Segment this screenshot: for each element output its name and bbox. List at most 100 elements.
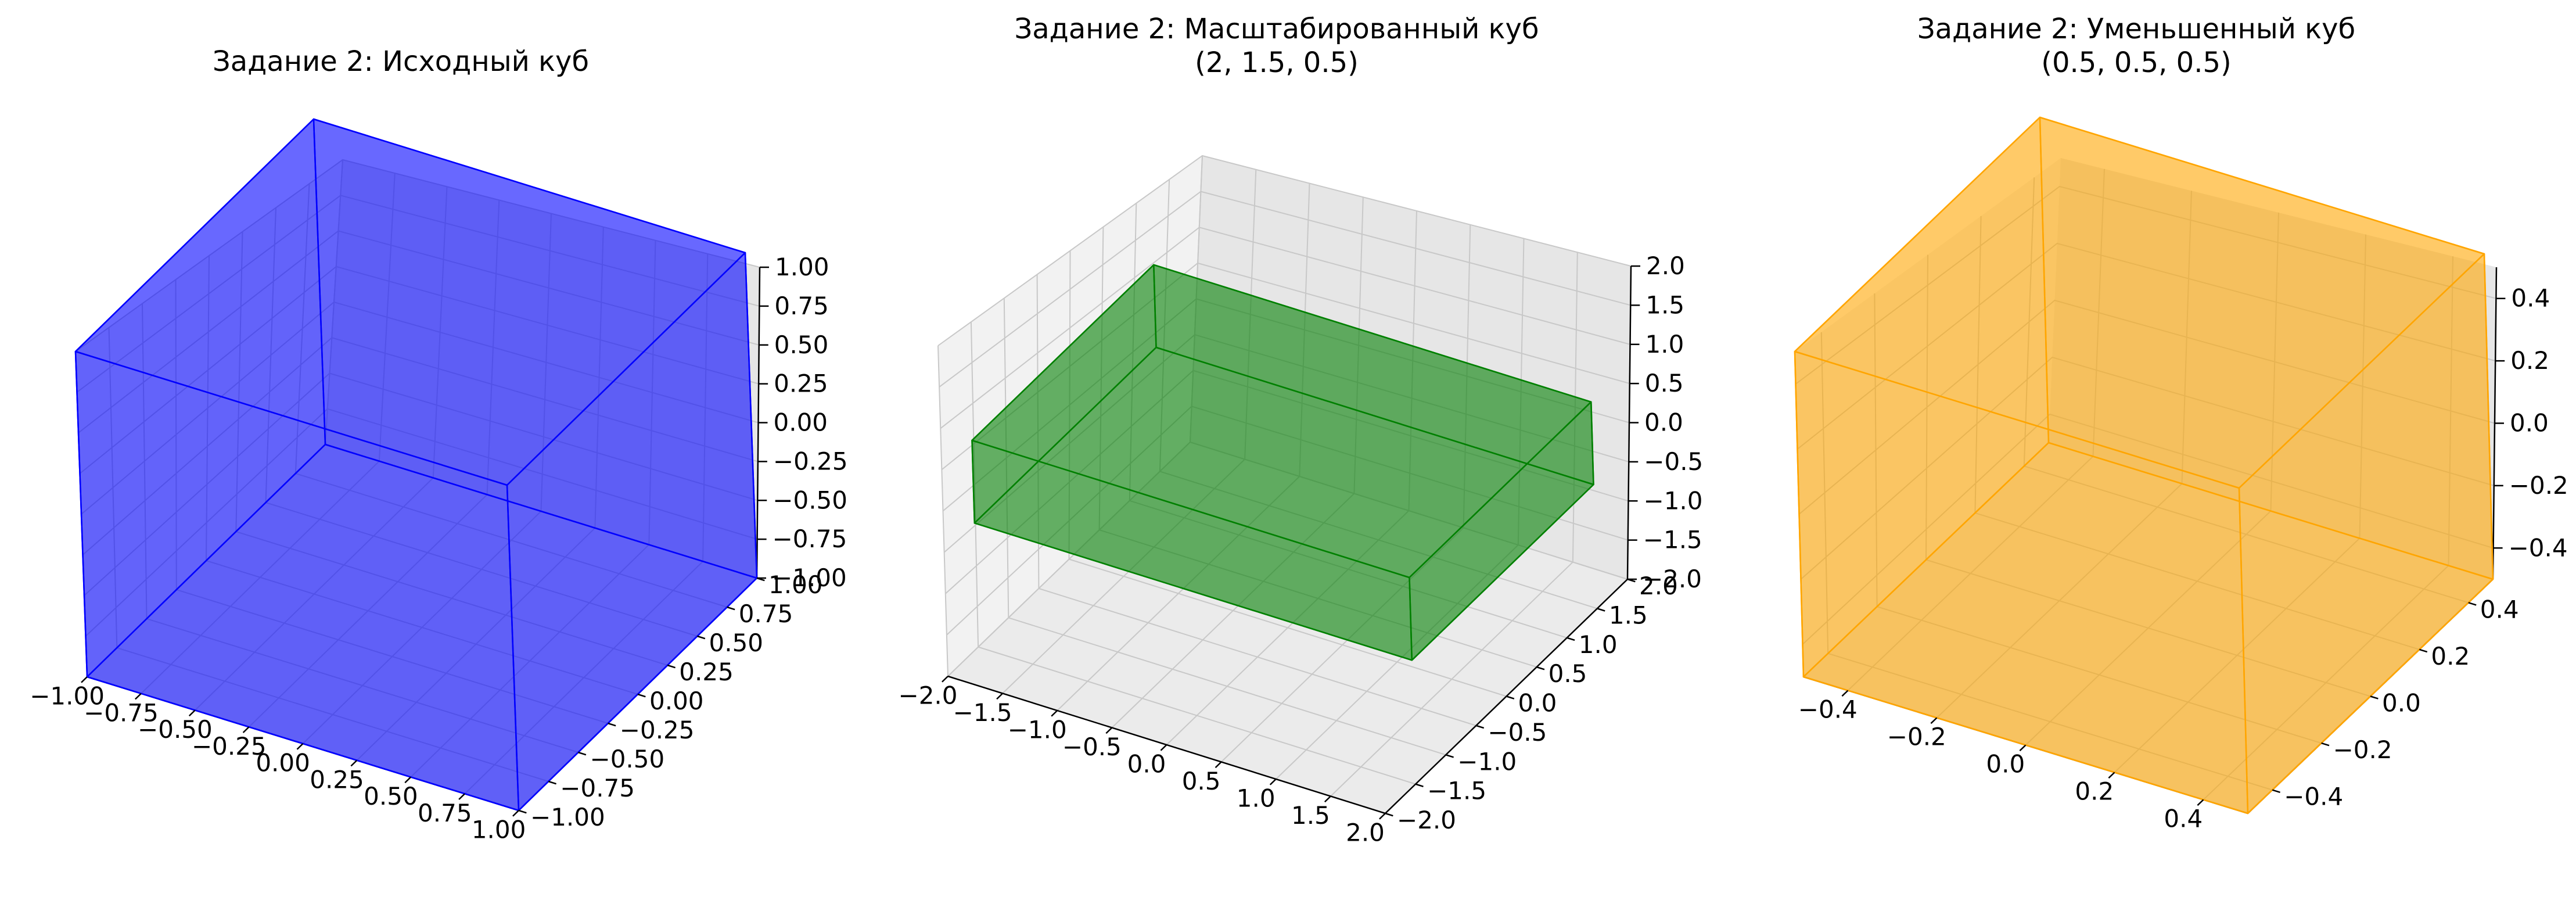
x-tick-label: 1.0: [1237, 784, 1276, 812]
y-tick-label: 0.2: [2431, 642, 2470, 670]
gridline-y: [1036, 274, 1476, 726]
z-tick-label: 0.50: [774, 331, 829, 359]
x-tick-mark: [134, 693, 142, 700]
x-tick-mark: [188, 709, 196, 717]
y-tick-mark: [2468, 602, 2477, 606]
x-tick-label: −0.2: [1887, 723, 1946, 751]
y-tick-label: −0.2: [2333, 736, 2392, 764]
panel-subtitle: (2, 1.5, 0.5): [1195, 46, 1359, 79]
x-tick-label: 0.5: [1182, 767, 1221, 795]
x-tick-mark: [1379, 813, 1386, 820]
x-tick-label: −1.00: [30, 682, 105, 711]
y-tick-mark: [1597, 608, 1605, 612]
y-tick-label: 0.25: [679, 658, 734, 686]
y-tick-label: −1.5: [1427, 777, 1486, 805]
y-tick-label: −2.0: [1397, 806, 1456, 834]
y-tick-mark: [1567, 637, 1575, 641]
y-tick-label: 0.0: [1518, 689, 1557, 718]
gridline-y: [1159, 179, 1598, 609]
y-tick-label: 1.5: [1609, 601, 1648, 629]
z-tick-label: 0.00: [774, 408, 828, 437]
y-tick-label: 0.50: [709, 629, 764, 657]
z-tick-label: −0.5: [1644, 447, 1703, 476]
y-tick-label: −0.75: [560, 774, 635, 802]
x-tick-mark: [2197, 799, 2204, 806]
z-tick-label: −0.4: [2509, 533, 2568, 562]
x-tick-mark: [942, 676, 949, 683]
y-tick-label: 1.0: [1579, 630, 1618, 659]
z-tick-label: 0.0: [2510, 409, 2549, 437]
z-tick-label: 0.75: [774, 292, 829, 320]
x-tick-mark: [296, 743, 304, 750]
x-tick-label: −1.0: [1008, 715, 1067, 744]
gridline-z: [75, 159, 760, 352]
x-tick-label: 0.25: [310, 765, 364, 794]
x-tick-mark: [1841, 690, 1849, 697]
pane-left: [76, 160, 343, 677]
gridline-y: [1189, 155, 1628, 580]
y-tick-label: −0.50: [590, 745, 665, 773]
x-tick-label: 2.0: [1346, 818, 1385, 846]
y-tick-label: −1.00: [530, 803, 605, 831]
y-tick-label: 0.0: [2382, 689, 2421, 718]
gridline-y: [1068, 250, 1507, 697]
gridline-z: [1795, 185, 2496, 385]
z-tick-label: 1.00: [775, 253, 829, 281]
x-tick-mark: [1051, 710, 1058, 717]
x-tick-label: 1.5: [1291, 801, 1330, 830]
panel-reduced-cube: Задание 2: Уменьшенный куб (0.5, 0.5, 0.…: [1794, 13, 2568, 833]
y-tick-mark: [2272, 789, 2280, 794]
x-tick-label: 0.0: [1127, 749, 1166, 778]
x-tick-mark: [1930, 717, 1938, 724]
y-tick-mark: [1476, 724, 1485, 729]
x-tick-label: −1.5: [953, 698, 1012, 727]
x-tick-mark: [1105, 727, 1113, 734]
y-tick-mark: [1627, 578, 1636, 583]
x-tick-label: −2.0: [899, 681, 958, 709]
x-tick-mark: [1215, 761, 1222, 769]
gridline-z: [1800, 356, 2495, 580]
y-tick-mark: [608, 722, 616, 727]
z-tick-label: −1.5: [1643, 526, 1702, 554]
y-tick-mark: [578, 751, 587, 756]
y-tick-mark: [2370, 695, 2379, 699]
x-tick-label: 0.00: [256, 749, 310, 777]
z-tick-label: 0.2: [2510, 346, 2549, 375]
gridline-y: [1129, 203, 1568, 638]
pane-left: [938, 156, 1202, 676]
z-tick-label: −0.75: [773, 525, 847, 553]
gridline-z: [937, 155, 1632, 346]
x-tick-mark: [1160, 744, 1167, 751]
x-tick-mark: [2108, 772, 2115, 779]
pane-back: [2049, 158, 2496, 579]
x-tick-label: −0.75: [84, 698, 159, 727]
x-tick-mark: [1269, 779, 1277, 785]
z-tick-label: −0.50: [773, 486, 847, 514]
y-tick-mark: [1506, 695, 1515, 699]
x-tick-mark: [2019, 744, 2027, 752]
panel-title: Задание 2: Уменьшенный куб: [1917, 13, 2355, 45]
gridline-y: [1098, 227, 1537, 668]
y-tick-label: −1.0: [1457, 747, 1517, 776]
y-tick-mark: [1415, 783, 1424, 788]
y-tick-label: −0.4: [2284, 783, 2343, 811]
y-tick-mark: [1445, 754, 1454, 758]
z-tick-label: 0.5: [1645, 369, 1684, 397]
x-tick-label: −0.50: [138, 715, 213, 744]
panel-scaled-cube: Задание 2: Масштабированный куб (2, 1.5,…: [899, 13, 1704, 846]
pane-back: [1190, 156, 1631, 579]
x-tick-mark: [458, 793, 465, 800]
y-tick-mark: [1536, 666, 1545, 670]
panel-original-cube: Задание 2: Исходный куб −1.00−1.00−1.00−…: [30, 45, 847, 844]
z-tick-label: −0.2: [2509, 471, 2568, 500]
y-tick-mark: [667, 664, 676, 669]
y-tick-mark: [756, 577, 765, 582]
x-tick-mark: [512, 810, 519, 817]
x-tick-mark: [81, 676, 88, 683]
pane-left: [1795, 158, 2061, 677]
y-tick-mark: [1385, 812, 1393, 817]
z-tick-label: 0.4: [2511, 284, 2550, 313]
z-tick-label: −1.0: [1644, 486, 1703, 515]
x-tick-label: −0.25: [192, 732, 267, 760]
